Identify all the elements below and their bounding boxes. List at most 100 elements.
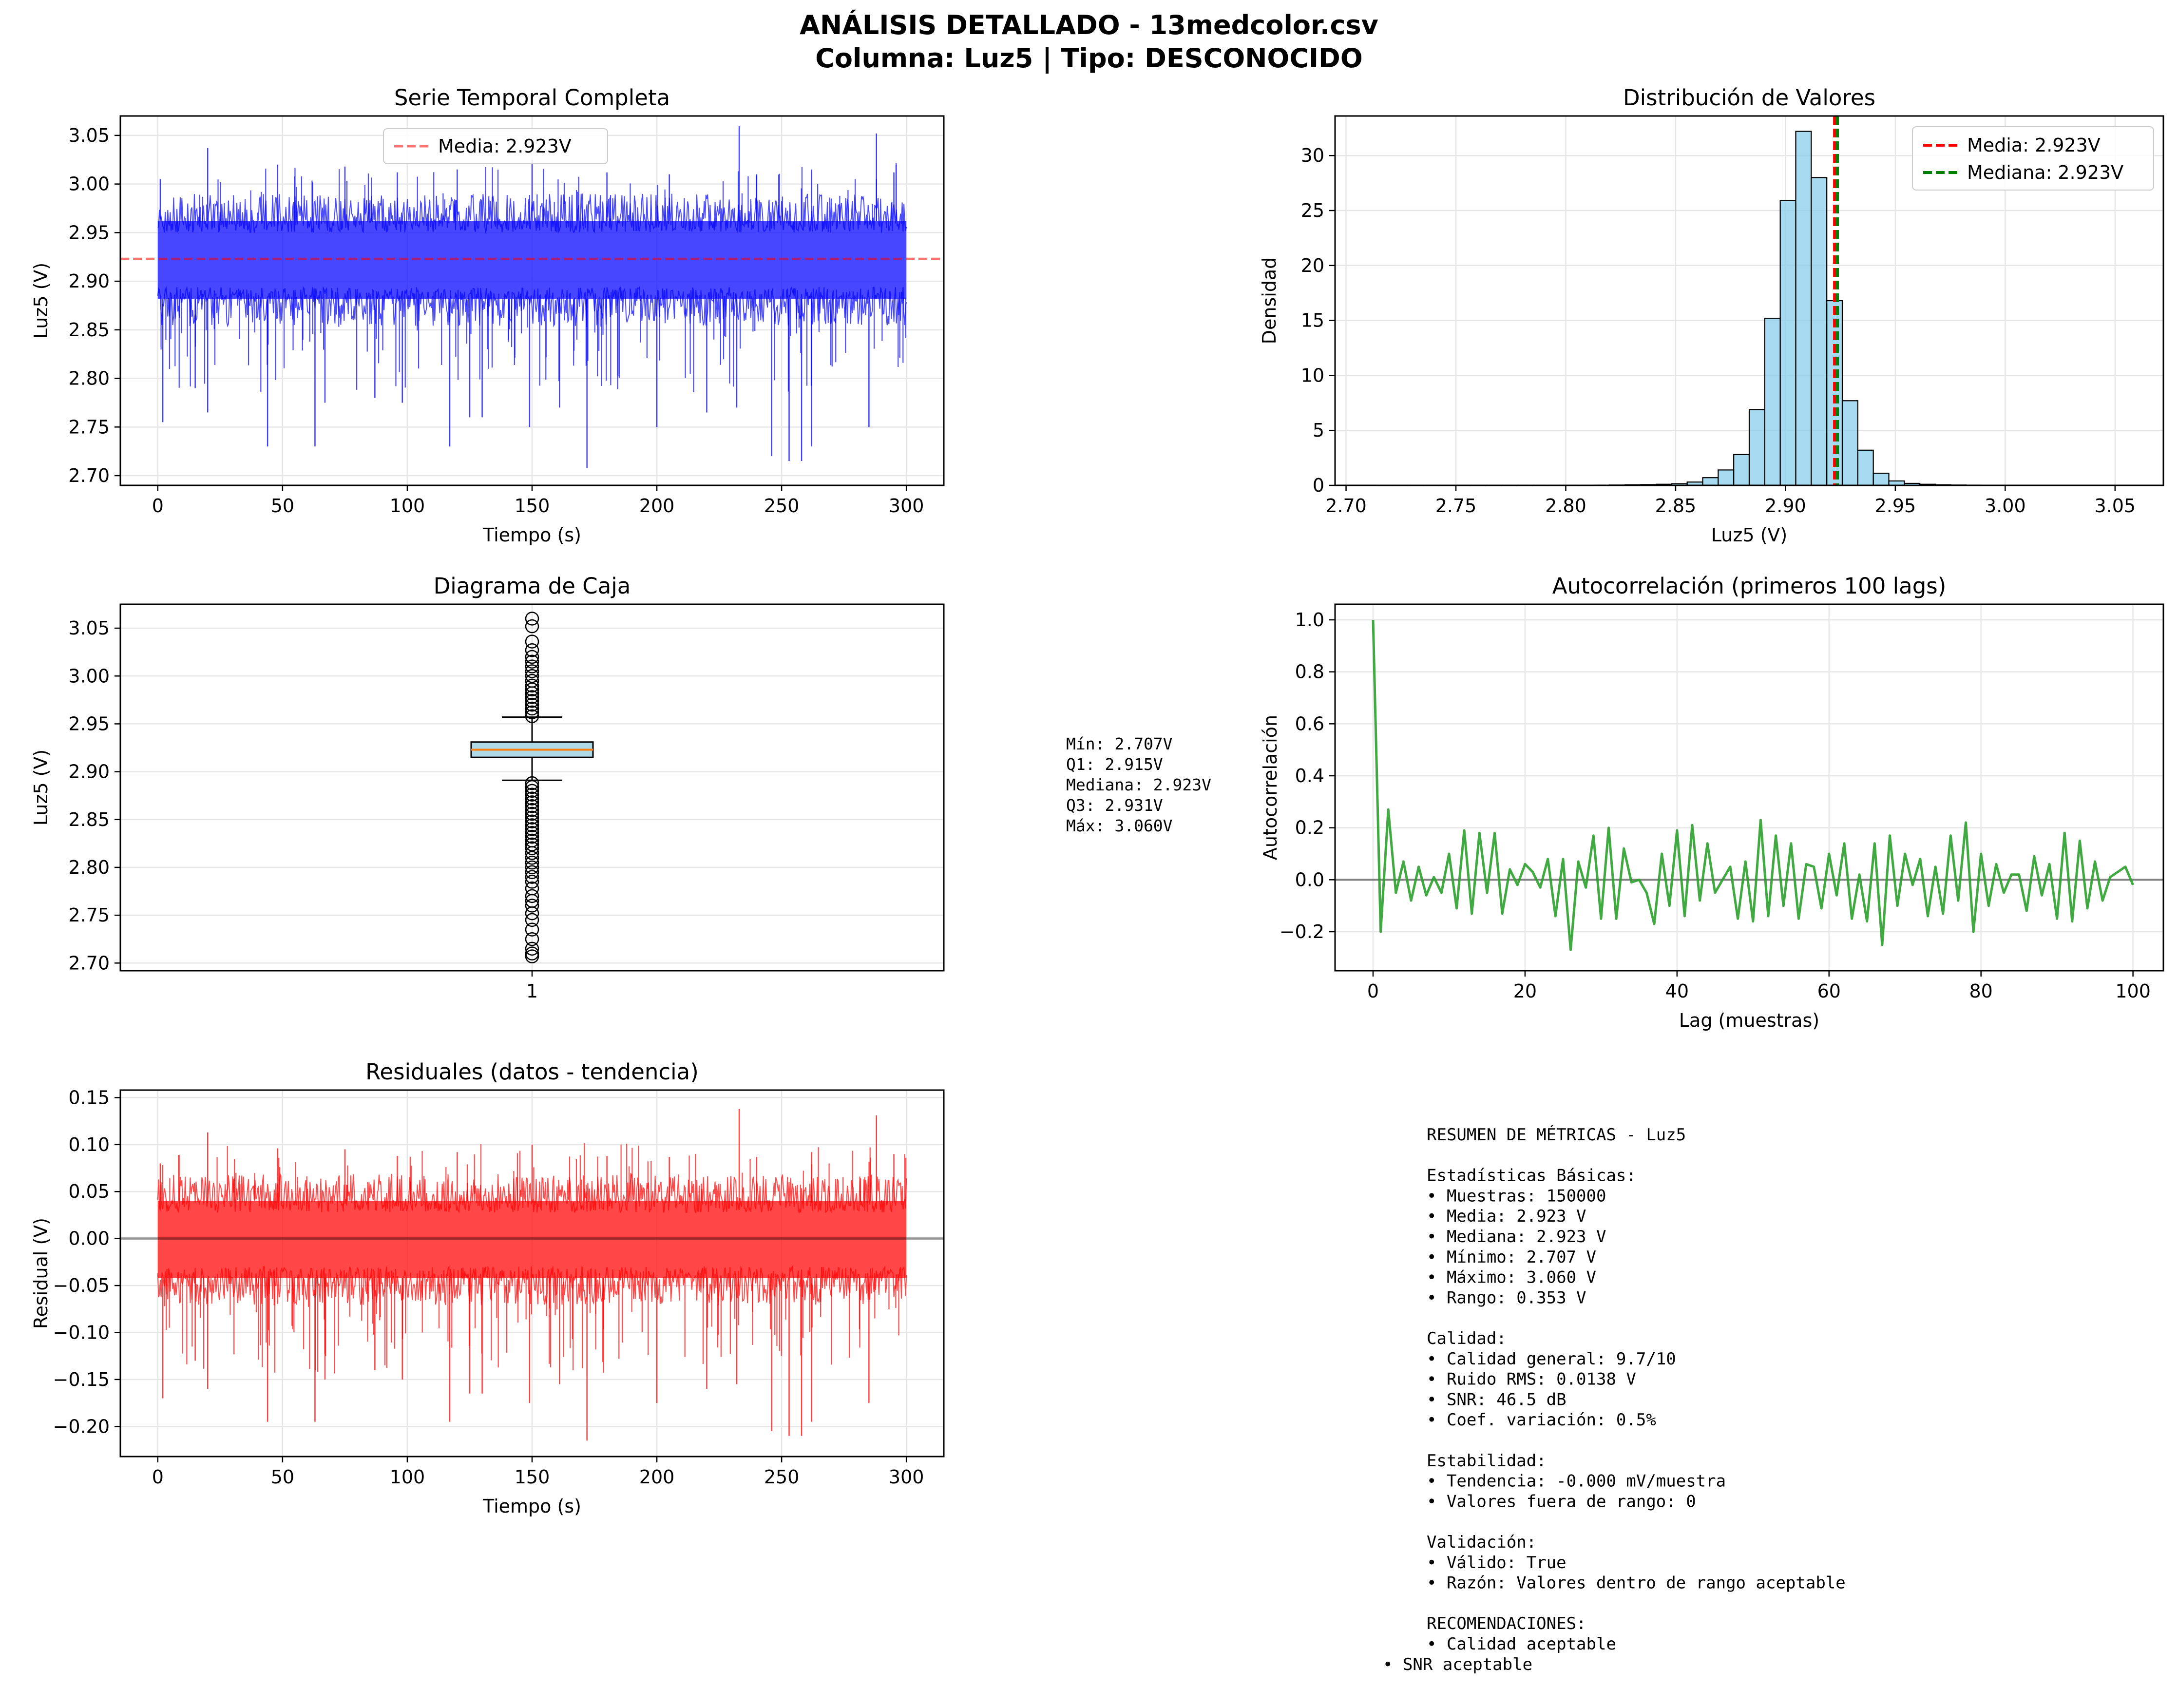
- y-tick-label: 25: [1301, 200, 1324, 221]
- hist-bar: [1811, 177, 1828, 486]
- summary-line: • Coef. variación: 0.5%: [1427, 1410, 1656, 1430]
- outlier-marker: [525, 659, 539, 673]
- x-tick-label: 0: [1367, 980, 1379, 1002]
- hist-bar: [1733, 454, 1750, 486]
- summary-line: Calidad:: [1427, 1329, 1507, 1348]
- hist-bar: [1779, 200, 1796, 486]
- y-tick-label: 15: [1301, 310, 1324, 331]
- y-tick-label: 2.85: [68, 809, 110, 830]
- y-axis-label: Luz5 (V): [30, 263, 52, 339]
- box-stat-q3: Q3: 2.931V: [1066, 796, 1163, 815]
- y-tick-label: 0.4: [1295, 765, 1324, 787]
- outlier-marker: [525, 654, 539, 669]
- x-tick-label: 150: [515, 495, 550, 517]
- axes-title: Distribución de Valores: [1623, 85, 1875, 111]
- x-tick-label: 80: [1969, 980, 1993, 1002]
- x-tick-label: 300: [889, 495, 924, 517]
- axes-frame: [1334, 603, 2164, 972]
- outlier-marker: [525, 822, 539, 836]
- hist-bar: [1795, 131, 1812, 486]
- y-tick-label: 10: [1301, 365, 1324, 386]
- x-tick-label: 2.90: [1765, 495, 1806, 517]
- y-tick-label: 0.10: [68, 1134, 110, 1155]
- x-tick-label: 50: [271, 495, 294, 517]
- y-axis-label: Densidad: [1259, 257, 1280, 345]
- summary-line: • Valores fuera de rango: 0: [1427, 1492, 1696, 1511]
- outlier-marker: [525, 870, 539, 884]
- panel-diagrama-caja: 1 2.70 2.75 2.80 2.85 2.90 2.95 3.00 3.05 Diagram…: [30, 573, 945, 1002]
- summary-text: RESUMEN DE MÉTRICAS - Luz5 Estadísticas B…: [1383, 1125, 1846, 1674]
- x-axis-label: Tiempo (s): [482, 1496, 581, 1517]
- box-stat-max: Máx: 3.060V: [1066, 816, 1173, 835]
- outlier-marker: [525, 784, 539, 798]
- outlier-marker: [525, 846, 539, 860]
- outlier-marker: [525, 705, 539, 720]
- outlier-marker: [525, 678, 539, 693]
- y-axis-label: Autocorrelación: [1260, 715, 1281, 860]
- summary-line: Estabilidad:: [1427, 1451, 1547, 1471]
- outlier-marker: [525, 701, 539, 716]
- y-tick-label: 0: [1313, 475, 1324, 496]
- y-axis-label: Residual (V): [30, 1218, 52, 1329]
- outlier-marker: [525, 814, 539, 828]
- figure-title-line2: Columna: Luz5 | Tipo: DESCONOCIDO: [815, 43, 1363, 74]
- outlier-marker: [525, 795, 539, 809]
- hist-bar: [1841, 400, 1858, 486]
- outlier-marker: [525, 612, 539, 626]
- x-tick-label: 2.80: [1545, 495, 1586, 517]
- summary-line: • Muestras: 150000: [1427, 1186, 1606, 1206]
- y-tick-label: 3.00: [68, 665, 110, 687]
- y-tick-label: 2.80: [68, 857, 110, 878]
- legend-box: [1912, 126, 2154, 191]
- band-lower-edge: [157, 286, 907, 327]
- x-tick-label: 100: [390, 495, 425, 517]
- box-stat-min: Mín: 2.707V: [1066, 734, 1173, 753]
- axes-title: Residuales (datos - tendencia): [365, 1059, 699, 1085]
- summary-line: • Mínimo: 2.707 V: [1427, 1247, 1596, 1267]
- outlier-marker: [525, 889, 539, 903]
- acf-line: [1372, 619, 2134, 951]
- hist-bar: [1857, 449, 1874, 486]
- y-tick-label: −0.15: [53, 1369, 110, 1390]
- x-tick-label: 100: [390, 1466, 425, 1488]
- summary-line: Validación:: [1427, 1533, 1536, 1552]
- outlier-marker: [525, 841, 539, 855]
- outlier-marker: [525, 806, 539, 821]
- outlier-marker: [525, 682, 539, 696]
- outlier-marker: [525, 913, 539, 927]
- outlier-marker: [525, 803, 539, 817]
- x-tick-label: 60: [1817, 980, 1841, 1002]
- outlier-marker: [525, 860, 539, 875]
- y-tick-label: −0.10: [53, 1322, 110, 1343]
- y-tick-label: −0.2: [1280, 921, 1324, 942]
- noise-band: [157, 1201, 907, 1278]
- outlier-marker: [525, 643, 539, 657]
- outlier-marker: [525, 776, 539, 790]
- outlier-marker: [525, 946, 539, 960]
- outlier-marker: [525, 669, 539, 683]
- axes-title: Autocorrelación (primeros 100 lags): [1552, 573, 1947, 599]
- y-tick-label: 2.80: [68, 368, 110, 389]
- y-tick-label: 2.95: [68, 713, 110, 734]
- y-tick-label: 2.90: [68, 761, 110, 783]
- x-axis-label: Tiempo (s): [482, 524, 581, 546]
- x-tick-label: 300: [889, 1466, 924, 1488]
- outlier-marker: [525, 650, 539, 664]
- y-tick-label: 0.2: [1295, 817, 1324, 839]
- summary-line: • Mediana: 2.923 V: [1427, 1227, 1606, 1247]
- legend-mean-label: Media: 2.923V: [438, 135, 572, 157]
- y-tick-label: −0.20: [53, 1416, 110, 1437]
- x-tick-label: 0: [152, 1466, 164, 1488]
- outlier-marker: [525, 780, 539, 794]
- outlier-marker: [525, 899, 539, 913]
- x-tick-label: 250: [764, 1466, 800, 1488]
- outlier-marker: [525, 826, 539, 840]
- outlier-marker: [525, 829, 539, 844]
- hist-bar: [1764, 317, 1781, 486]
- x-tick-label: 50: [271, 1466, 294, 1488]
- outlier-marker: [525, 709, 539, 723]
- x-axis-label: Luz5 (V): [1711, 524, 1787, 546]
- outlier-marker: [525, 851, 539, 865]
- outlier-marker: [525, 694, 539, 708]
- y-tick-label: 2.90: [68, 270, 110, 292]
